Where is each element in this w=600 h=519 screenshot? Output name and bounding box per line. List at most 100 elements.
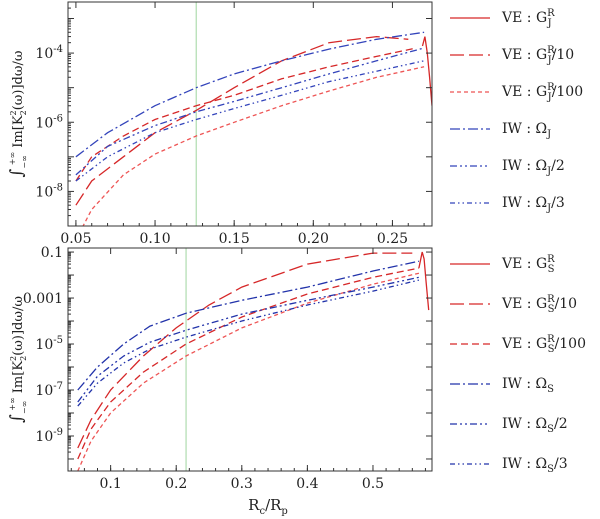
y-tick-label-1: 10-6 [35, 113, 63, 131]
legend-lhs: IW : Ω [502, 158, 547, 174]
series-line-1 [77, 252, 413, 449]
legend-lhs: VE : G [501, 84, 547, 100]
tick-exp: -6 [53, 113, 63, 124]
tick-exp: -8 [53, 182, 63, 193]
legend-sub: J [546, 203, 551, 214]
legend-label-2: VE : GR S/100 [501, 334, 586, 355]
x-tick-label-2: 0.3 [231, 476, 253, 492]
ylabel-part: (ω)]dω/ω [11, 296, 26, 356]
ylabel-part: Im[K [11, 361, 26, 398]
plot-frame [67, 1, 433, 227]
tick-base: 10 [35, 337, 53, 353]
tick-exp: -5 [53, 335, 63, 346]
legend-sup: R [547, 294, 555, 305]
legend-lhs: IW : Ω [502, 376, 547, 392]
legend-tail: /100 [555, 336, 586, 352]
y-tick-label-0: 10-8 [35, 182, 63, 200]
legend-lhs: VE : G [501, 336, 547, 352]
ylabel-part: ∫ [7, 168, 27, 177]
ylabel-part: (ω)]dω/ω [11, 51, 26, 111]
ylabel-part: 2 [19, 110, 28, 115]
legend-label-4: IW : ΩS/2 [502, 416, 568, 435]
legend-tail: /2 [551, 158, 565, 174]
legend-lhs: VE : G [501, 296, 547, 312]
legend-lhs: VE : G [501, 47, 547, 63]
legend-lhs: IW : Ω [502, 121, 547, 137]
ylabel-part: −∞ [20, 401, 29, 414]
y-axis-label: ∫−∞+∞ Im[K22(ω)]dω/ω [7, 51, 29, 178]
series-line-0 [418, 251, 430, 311]
ylabel-part: ∫ [7, 414, 27, 423]
legend-tail: /3 [551, 195, 565, 211]
legend-sub: S [548, 264, 555, 275]
y-tick-label-2: 10-5 [35, 335, 63, 353]
series-line-2 [75, 47, 417, 182]
y-tick-label-2: 10-4 [35, 44, 63, 62]
legend-sub: S [547, 424, 554, 435]
legend-sup: R [547, 334, 555, 345]
legend-label-0: VE : GR J [501, 8, 555, 29]
y-tick-label-3: 0.001 [23, 291, 63, 307]
legend-sup: R [547, 82, 555, 93]
legend-tail: /10 [552, 47, 575, 63]
series-line-2 [77, 267, 420, 460]
legend-tail: /2 [554, 416, 568, 432]
ylabel-part: 2 [9, 356, 18, 361]
legend-label-3: IW : ΩS [502, 376, 554, 395]
tick-base: 10 [35, 115, 53, 131]
series-line-4 [77, 260, 420, 391]
tick-exp: -4 [53, 44, 63, 55]
ylabel-part: +∞ [8, 152, 17, 165]
legend-sub: J [547, 18, 552, 29]
legend-sub: J [546, 166, 551, 177]
legend-label-1: VE : GR S/10 [501, 294, 577, 315]
legend-sub: S [547, 464, 554, 475]
series-line-4 [75, 31, 425, 158]
legend-label-4: IW : ΩJ/2 [502, 158, 565, 177]
legend-sub: S [548, 304, 555, 315]
ylabel-part: 2 [19, 356, 28, 361]
legend-sub: S [548, 344, 555, 355]
x-tick-label-0: 0.1 [99, 476, 121, 492]
tick-base: 10 [35, 46, 53, 62]
legend-sub: J [547, 55, 552, 66]
legend-label-5: IW : ΩS/3 [502, 456, 568, 475]
legend-lhs: VE : G [501, 10, 547, 26]
tick-exp: -9 [53, 427, 63, 438]
x-tick-label-3: 0.4 [296, 476, 318, 492]
ylabel-part: −∞ [20, 155, 29, 168]
legend-lhs: IW : Ω [502, 456, 547, 472]
x-tick-label-0: 0.05 [60, 231, 91, 247]
plot-frame [67, 247, 433, 472]
legend-label-5: IW : ΩJ/3 [502, 195, 565, 214]
series-line-3 [77, 272, 420, 471]
legend-sup: R [547, 45, 555, 56]
legend-lhs: VE : G [501, 256, 547, 272]
ylabel-part: Im[K [11, 115, 26, 152]
series-line-6 [75, 60, 425, 182]
legend-lhs: IW : Ω [502, 416, 547, 432]
legend-sub: J [546, 129, 551, 140]
legend-sup: R [547, 8, 555, 19]
legend-sup: R [547, 254, 555, 265]
series-line-5 [75, 47, 425, 176]
y-tick-label-4: 0.1 [41, 245, 63, 261]
bottom-panel: 0.1 0.2 0.3 0.4 0.510-910-710-50.0010.1∫−∞+∞… [7, 245, 433, 492]
legend-label-2: VE : GR J/100 [501, 82, 583, 103]
legend-tail: /3 [554, 456, 568, 472]
x-tick-label-4: 0.5 [362, 476, 384, 492]
tick-base: 10 [35, 184, 53, 200]
ylabel-part: +∞ [8, 397, 17, 410]
series-line-1 [75, 35, 409, 206]
legend-label-3: IW : ΩJ [502, 121, 551, 140]
series-line-0 [421, 36, 432, 106]
tick-exp: -7 [53, 381, 63, 392]
ylabel-part: 2 [9, 110, 18, 115]
series-line-5 [77, 276, 420, 403]
tick-base: 10 [35, 429, 53, 445]
legend-tail: /10 [555, 296, 578, 312]
